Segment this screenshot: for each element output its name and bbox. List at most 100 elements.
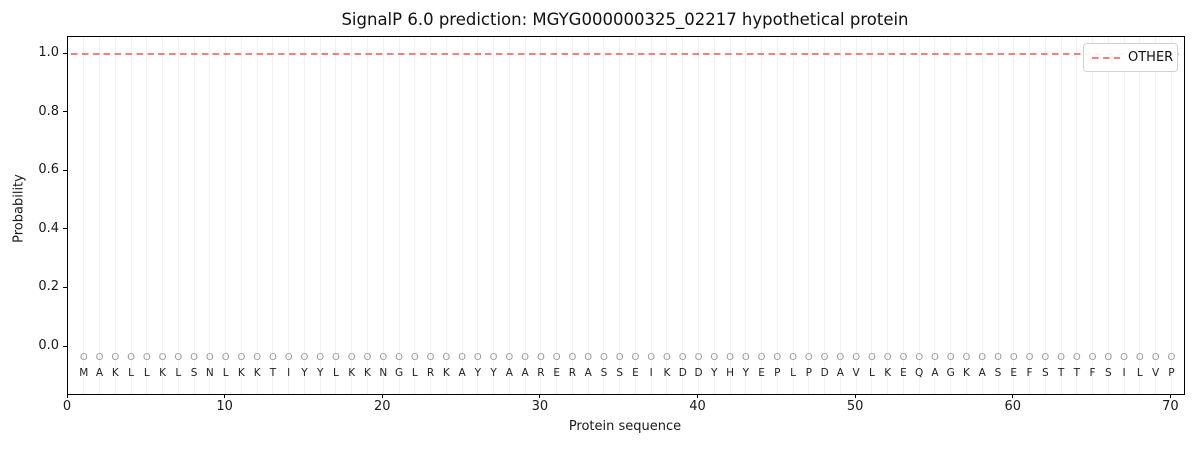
gridline [162, 37, 164, 394]
residue-letter: I [649, 367, 653, 379]
residue-letter: K [111, 367, 119, 379]
gridline [177, 37, 179, 394]
residue-letter: K [963, 367, 970, 379]
residue-marker-O: O [773, 352, 782, 363]
residue-letter: D [694, 367, 703, 379]
residue-letter: A [521, 367, 529, 379]
x-tick-label: 60 [1004, 399, 1022, 414]
residue-letter: E [758, 367, 765, 379]
residue-letter: D [820, 367, 829, 379]
y-tick-mark [63, 169, 67, 171]
gridline [918, 37, 920, 394]
residue-letter: K [364, 367, 371, 379]
residue-letter: A [458, 367, 466, 379]
gridline [335, 37, 337, 394]
residue-letter: K [159, 367, 167, 379]
gridline [303, 37, 305, 394]
residue-letter: T [1073, 367, 1081, 379]
residue-marker-O: O [946, 352, 955, 363]
gridline [366, 37, 368, 394]
residue-letter: R [537, 367, 545, 379]
residue-letter: A [95, 367, 104, 379]
residue-marker-O: O [268, 352, 277, 363]
gridline [603, 37, 605, 394]
residue-marker-O: O [410, 352, 419, 363]
gridline [839, 37, 841, 394]
gridline [761, 37, 763, 394]
residue-letter: L [222, 367, 229, 379]
residue-marker-O: O [1135, 352, 1144, 363]
residue-letter: N [379, 367, 388, 379]
residue-letter: K [884, 367, 892, 379]
residue-letter: T [269, 367, 277, 379]
residue-letter: A [505, 367, 513, 379]
residue-letter: L [128, 367, 134, 379]
legend-label: OTHER [1128, 50, 1174, 65]
residue-marker-O: O [190, 352, 199, 363]
residue-letter: I [287, 367, 291, 379]
gridline [382, 37, 384, 394]
residue-letter: A [931, 367, 939, 379]
residue-letter: G [946, 367, 955, 379]
y-tick-label: 0.8 [38, 103, 59, 119]
residue-marker-O: O [931, 352, 939, 363]
residue-letter: K [442, 367, 450, 379]
residue-letter: P [805, 367, 813, 379]
residue-letter: A [978, 367, 986, 379]
residue-marker-O: O [95, 352, 104, 363]
gridline [130, 37, 132, 394]
gridline [398, 37, 400, 394]
residue-letter: L [143, 367, 150, 379]
y-tick-mark [63, 345, 67, 347]
gridline [824, 37, 826, 394]
gridline [1060, 37, 1062, 394]
residue-letter: A [836, 367, 844, 379]
residue-letter: D [678, 367, 687, 379]
residue-marker-O: O [489, 352, 498, 363]
chart-title: SignalP 6.0 prediction: MGYG000000325_02… [341, 10, 909, 29]
residue-letter: E [900, 367, 907, 379]
residue-marker-O: O [1009, 352, 1018, 363]
gridline [445, 37, 447, 394]
y-tick-label: 0.0 [38, 338, 59, 353]
gridline [540, 37, 542, 394]
x-tick-mark [697, 394, 698, 398]
x-tick-label: 50 [846, 399, 864, 414]
residue-letter: V [852, 367, 860, 379]
gridline [477, 37, 479, 394]
gridline [698, 37, 699, 394]
gridline [240, 37, 242, 394]
y-tick-mark [63, 228, 67, 230]
residue-letter: E [553, 367, 560, 379]
residue-marker-O: O [978, 352, 987, 363]
residue-marker-O: O [820, 352, 829, 363]
x-tick-label: 20 [373, 399, 391, 414]
residue-letter: F [1089, 367, 1096, 379]
gridline [1155, 37, 1157, 394]
residue-marker-O: O [726, 352, 734, 363]
residue-letter: L [411, 367, 418, 379]
x-tick-mark [224, 394, 226, 398]
residue-letter: Q [915, 367, 924, 379]
residue-marker-O: O [1120, 352, 1129, 363]
x-axis-label: Protein sequence [568, 419, 682, 434]
residue-marker-O: O [836, 352, 845, 363]
residue-marker-O: O [458, 352, 466, 363]
residue-marker-O: O [741, 352, 750, 363]
legend-dashed-line-sample [1092, 56, 1120, 59]
residue-marker-O: O [363, 352, 372, 363]
gridline [808, 37, 810, 394]
residue-marker-O: O [127, 352, 135, 363]
residue-marker-O: O [1151, 352, 1160, 363]
residue-letter: S [994, 367, 1002, 379]
residue-letter: V [1152, 367, 1160, 379]
residue-letter: Y [316, 367, 324, 379]
residue-letter: A [584, 367, 592, 379]
gridline [1139, 37, 1141, 394]
x-tick-mark [539, 394, 541, 398]
residue-letter: I [1122, 367, 1126, 379]
gridline [1029, 37, 1031, 394]
residue-marker-O: O [789, 352, 798, 363]
x-tick-label: 30 [531, 399, 549, 414]
gridline [902, 37, 904, 394]
